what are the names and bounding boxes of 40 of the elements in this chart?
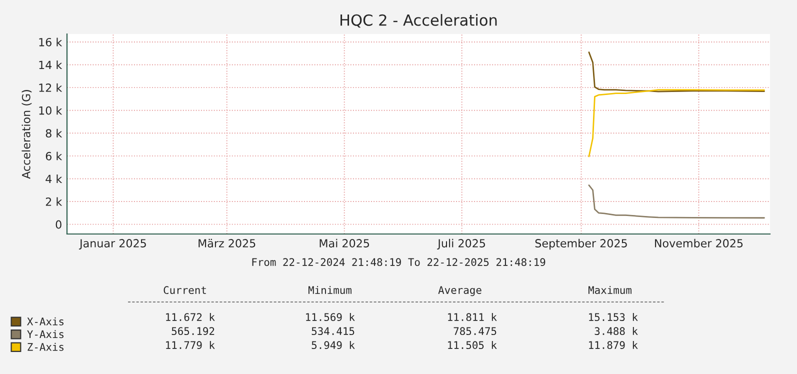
line-series xyxy=(588,89,765,158)
text: Minimum xyxy=(308,286,352,294)
text: 11.779 k xyxy=(166,340,215,350)
text: Maximum xyxy=(588,286,632,294)
legend-label: Z-Axis xyxy=(28,342,64,351)
y-tick-label: 12 k xyxy=(39,83,62,92)
y-tick-label: 0 xyxy=(56,220,62,229)
line-series xyxy=(588,184,765,219)
legend-label: Y-Axis xyxy=(27,330,64,338)
y-tick-label: 6 k xyxy=(46,152,62,160)
text: From 22-12-2024 21:48:19 To 22-12-2025 21:48:19 xyxy=(252,258,546,266)
text: 15.153 k xyxy=(589,312,638,322)
chart-title: HQC 2 - Acceleration xyxy=(340,14,497,28)
text: 534.415 xyxy=(312,327,354,336)
y-tick-label: 4 k xyxy=(46,174,62,183)
y-axis-title: Acceleration (G) xyxy=(22,90,32,179)
text: 11.569 k xyxy=(306,312,355,322)
text: 11.879 k xyxy=(589,340,638,350)
text: 11.672 k xyxy=(166,312,215,322)
x-tick-label: November 2025 xyxy=(655,238,743,248)
y-tick-label: 14 k xyxy=(39,60,62,69)
text: 785.475 xyxy=(454,327,496,336)
text: 5.949 k xyxy=(312,340,355,350)
y-tick-label: 2 k xyxy=(46,197,62,206)
text: 11.811 k xyxy=(448,312,497,322)
legend-label: X-Axis xyxy=(26,317,64,326)
x-tick-label: Juli 2025 xyxy=(437,238,486,250)
x-tick-label: Mai 2025 xyxy=(320,238,370,248)
y-tick-label: 8 k xyxy=(46,128,62,138)
line-series xyxy=(588,52,765,92)
x-tick-label: März 2025 xyxy=(198,238,256,248)
x-tick-label: Januar 2025 xyxy=(78,239,146,250)
y-tick-label: 16 k xyxy=(39,38,62,46)
text: Current xyxy=(164,286,206,294)
y-tick-label: 10 k xyxy=(39,106,62,115)
text: Average xyxy=(438,286,482,296)
x-tick-label: September 2025 xyxy=(535,238,627,250)
text: 3.488 k xyxy=(594,326,638,336)
text: 11.505 k xyxy=(448,340,497,350)
text: 565.192 xyxy=(172,327,214,336)
